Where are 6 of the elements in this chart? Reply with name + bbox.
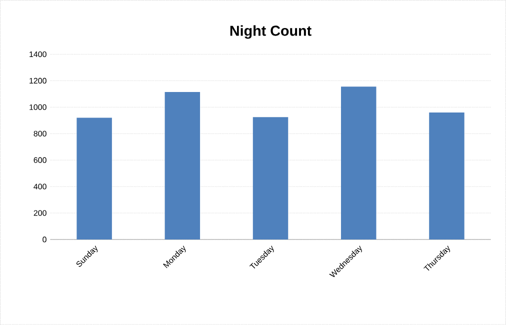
bar — [341, 86, 376, 240]
bar — [429, 112, 464, 240]
chart-title: Night Count — [230, 25, 312, 39]
bar — [164, 92, 200, 240]
bar — [76, 118, 112, 240]
bar — [252, 117, 288, 240]
